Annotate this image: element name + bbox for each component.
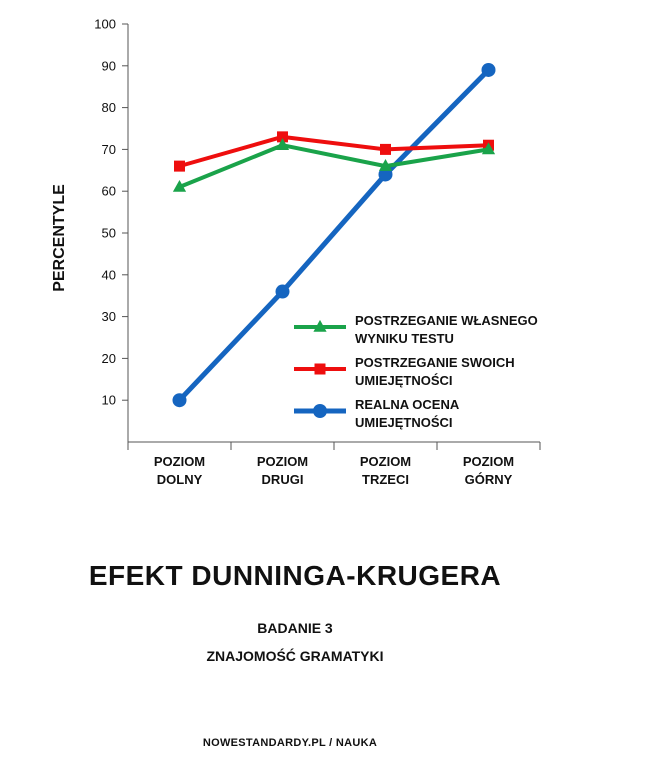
dunning-kruger-chart: 10 20 30 40 50 60 70 80 90 100 PERCENTYLE POZIOM DOL… — [51, 17, 541, 487]
legend-marker-circle — [313, 404, 327, 418]
series-line-triangle — [178, 143, 489, 189]
data-point-square — [380, 143, 391, 155]
y-tick-label: 100 — [94, 17, 116, 32]
x-category-label: POZIOM TRZECI — [360, 454, 411, 487]
y-tick-label: 70 — [102, 142, 116, 157]
data-point-circle — [481, 62, 496, 77]
data-point-square — [277, 131, 288, 143]
series-lines — [172, 62, 496, 408]
legend-label-circle: REALNA OCENA UMIEJĘTNOŚCI — [355, 397, 460, 430]
x-category-label: POZIOM DOLNY — [154, 454, 205, 487]
series-line-circle — [177, 68, 491, 402]
y-tick-label: 40 — [102, 267, 116, 282]
y-axis-title: PERCENTYLE — [51, 184, 68, 292]
legend-marker-square — [314, 363, 326, 375]
x-category-label: POZIOM DRUGI — [257, 454, 308, 487]
y-tick-label: 10 — [102, 393, 116, 408]
data-point-square — [174, 160, 185, 172]
y-tick-label: 60 — [102, 184, 116, 199]
data-point-triangle — [481, 142, 496, 155]
data-point-triangle — [378, 159, 393, 171]
series-line-square — [178, 134, 489, 169]
y-tick-label: 30 — [102, 309, 116, 324]
chart-legend: POSTRZEGANIE WŁASNEGO WYNIKU TESTU POSTRZE… — [294, 313, 538, 430]
y-tick-label: 50 — [102, 226, 116, 241]
chart-title: EFEKT DUNNINGA-KRUGERA — [88, 560, 502, 591]
legend-label-square: POSTRZEGANIE SWOICH UMIEJĘTNOŚCI — [355, 355, 515, 388]
data-point-triangle — [172, 179, 187, 192]
y-tick-label: 20 — [102, 351, 116, 366]
data-point-triangle — [275, 138, 290, 151]
x-category-label: POZIOM GÓRNY — [463, 454, 514, 487]
data-point-circle — [275, 284, 290, 299]
legend-label-triangle: POSTRZEGANIE WŁASNEGO WYNIKU TESTU — [355, 313, 538, 346]
legend-marker-triangle — [313, 319, 327, 332]
data-point-circle — [172, 393, 187, 408]
chart-axes: 10 20 30 40 50 60 70 80 90 100 PERCENTYLE POZIOM DOL… — [51, 17, 541, 487]
source-credit: NOWESTANDARDY.PL / NAUKA — [202, 737, 378, 749]
study-topic: ZNAJOMOŚĆ GRAMATYKI — [206, 648, 384, 664]
study-label: BADANIE 3 — [257, 620, 333, 636]
y-tick-label: 90 — [102, 58, 116, 73]
y-tick-label: 80 — [102, 100, 116, 115]
data-point-circle — [378, 167, 393, 182]
